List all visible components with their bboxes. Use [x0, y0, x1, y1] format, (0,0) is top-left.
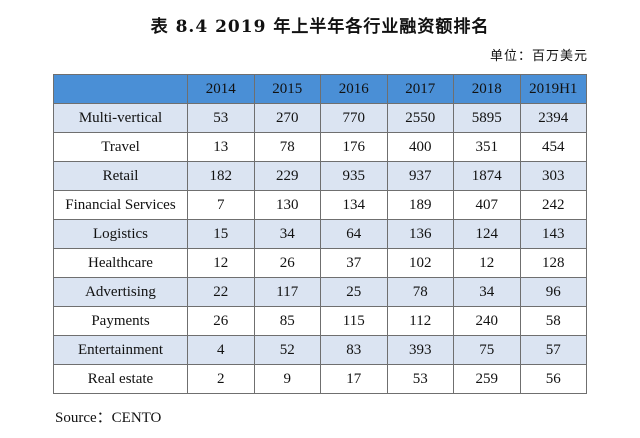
row-label: Travel: [53, 132, 188, 162]
funding-table: 2014 2015 2016 2017 2018 2019H1 Multi-ve…: [53, 74, 587, 394]
table-cell: 53: [386, 364, 454, 394]
table-cell: 117: [253, 277, 321, 307]
column-header-2014: 2014: [187, 74, 255, 104]
header-corner-cell: [53, 74, 188, 104]
table-cell: 407: [453, 190, 521, 220]
table-cell: 26: [187, 306, 255, 336]
table-cell: 182: [187, 161, 255, 191]
table-cell: 2550: [386, 103, 454, 133]
table-cell: 5895: [453, 103, 521, 133]
table-cell: 83: [320, 335, 388, 365]
table-cell: 56: [519, 364, 587, 394]
table-cell: 9: [253, 364, 321, 394]
table-cell: 57: [519, 335, 587, 365]
table-cell: 15: [187, 219, 255, 249]
row-label: Payments: [53, 306, 188, 336]
table-cell: 400: [386, 132, 454, 162]
table-cell: 770: [320, 103, 388, 133]
table-title: 表 8.4 2019 年上半年各行业融资额排名: [150, 17, 490, 37]
column-header-2018: 2018: [453, 74, 521, 104]
table-row: Financial Services 7 130 134 189 407 242: [53, 190, 587, 220]
table-cell: 935: [320, 161, 388, 191]
table-cell: 37: [320, 248, 388, 278]
table-cell: 2394: [519, 103, 587, 133]
table-row: Multi-vertical 53 270 770 2550 5895 2394: [53, 103, 587, 133]
table-cell: 112: [386, 306, 454, 336]
table-cell: 128: [519, 248, 587, 278]
table-cell: 270: [253, 103, 321, 133]
row-label: Real estate: [53, 364, 188, 394]
row-label: Logistics: [53, 219, 188, 249]
table-cell: 351: [453, 132, 521, 162]
table-row: Logistics 15 34 64 136 124 143: [53, 219, 587, 249]
column-header-2017: 2017: [386, 74, 454, 104]
table-cell: 64: [320, 219, 388, 249]
row-label: Multi-vertical: [53, 103, 188, 133]
table-cell: 240: [453, 306, 521, 336]
table-cell: 53: [187, 103, 255, 133]
table-row: Advertising 22 117 25 78 34 96: [53, 277, 587, 307]
table-cell: 134: [320, 190, 388, 220]
table-row: Healthcare 12 26 37 102 12 128: [53, 248, 587, 278]
row-label: Advertising: [53, 277, 188, 307]
row-label: Entertainment: [53, 335, 188, 365]
table-row: Entertainment 4 52 83 393 75 57: [53, 335, 587, 365]
table-cell: 937: [386, 161, 454, 191]
table-cell: 115: [320, 306, 388, 336]
table-cell: 242: [519, 190, 587, 220]
row-label: Healthcare: [53, 248, 188, 278]
table-row: Retail 182 229 935 937 1874 303: [53, 161, 587, 191]
table-cell: 34: [253, 219, 321, 249]
table-cell: 78: [253, 132, 321, 162]
table-cell: 22: [187, 277, 255, 307]
table-cell: 259: [453, 364, 521, 394]
table-cell: 393: [386, 335, 454, 365]
table-cell: 7: [187, 190, 255, 220]
table-cell: 58: [519, 306, 587, 336]
row-label: Retail: [53, 161, 188, 191]
column-header-2015: 2015: [253, 74, 321, 104]
table-cell: 26: [253, 248, 321, 278]
table-cell: 52: [253, 335, 321, 365]
table-cell: 176: [320, 132, 388, 162]
table-cell: 13: [187, 132, 255, 162]
table-cell: 130: [253, 190, 321, 220]
table-row: Payments 26 85 115 112 240 58: [53, 306, 587, 336]
table-cell: 75: [453, 335, 521, 365]
table-cell: 229: [253, 161, 321, 191]
table-cell: 1874: [453, 161, 521, 191]
table-header-row: 2014 2015 2016 2017 2018 2019H1: [53, 74, 587, 104]
table-cell: 303: [519, 161, 587, 191]
table-cell: 189: [386, 190, 454, 220]
table-cell: 124: [453, 219, 521, 249]
table-cell: 25: [320, 277, 388, 307]
table-cell: 102: [386, 248, 454, 278]
table-cell: 78: [386, 277, 454, 307]
table-cell: 136: [386, 219, 454, 249]
column-header-2019h1: 2019H1: [519, 74, 587, 104]
table-cell: 85: [253, 306, 321, 336]
column-header-2016: 2016: [320, 74, 388, 104]
source-note: Source：CENTO: [55, 410, 162, 426]
table-cell: 4: [187, 335, 255, 365]
row-label: Financial Services: [53, 190, 188, 220]
table-cell: 2: [187, 364, 255, 394]
table-cell: 143: [519, 219, 587, 249]
table-cell: 12: [453, 248, 521, 278]
unit-label: 单位：百万美元: [489, 49, 588, 64]
table-row: Real estate 2 9 17 53 259 56: [53, 364, 587, 394]
table-cell: 454: [519, 132, 587, 162]
table-cell: 17: [320, 364, 388, 394]
table-row: Travel 13 78 176 400 351 454: [53, 132, 587, 162]
table-cell: 96: [519, 277, 587, 307]
table-cell: 12: [187, 248, 255, 278]
table-cell: 34: [453, 277, 521, 307]
